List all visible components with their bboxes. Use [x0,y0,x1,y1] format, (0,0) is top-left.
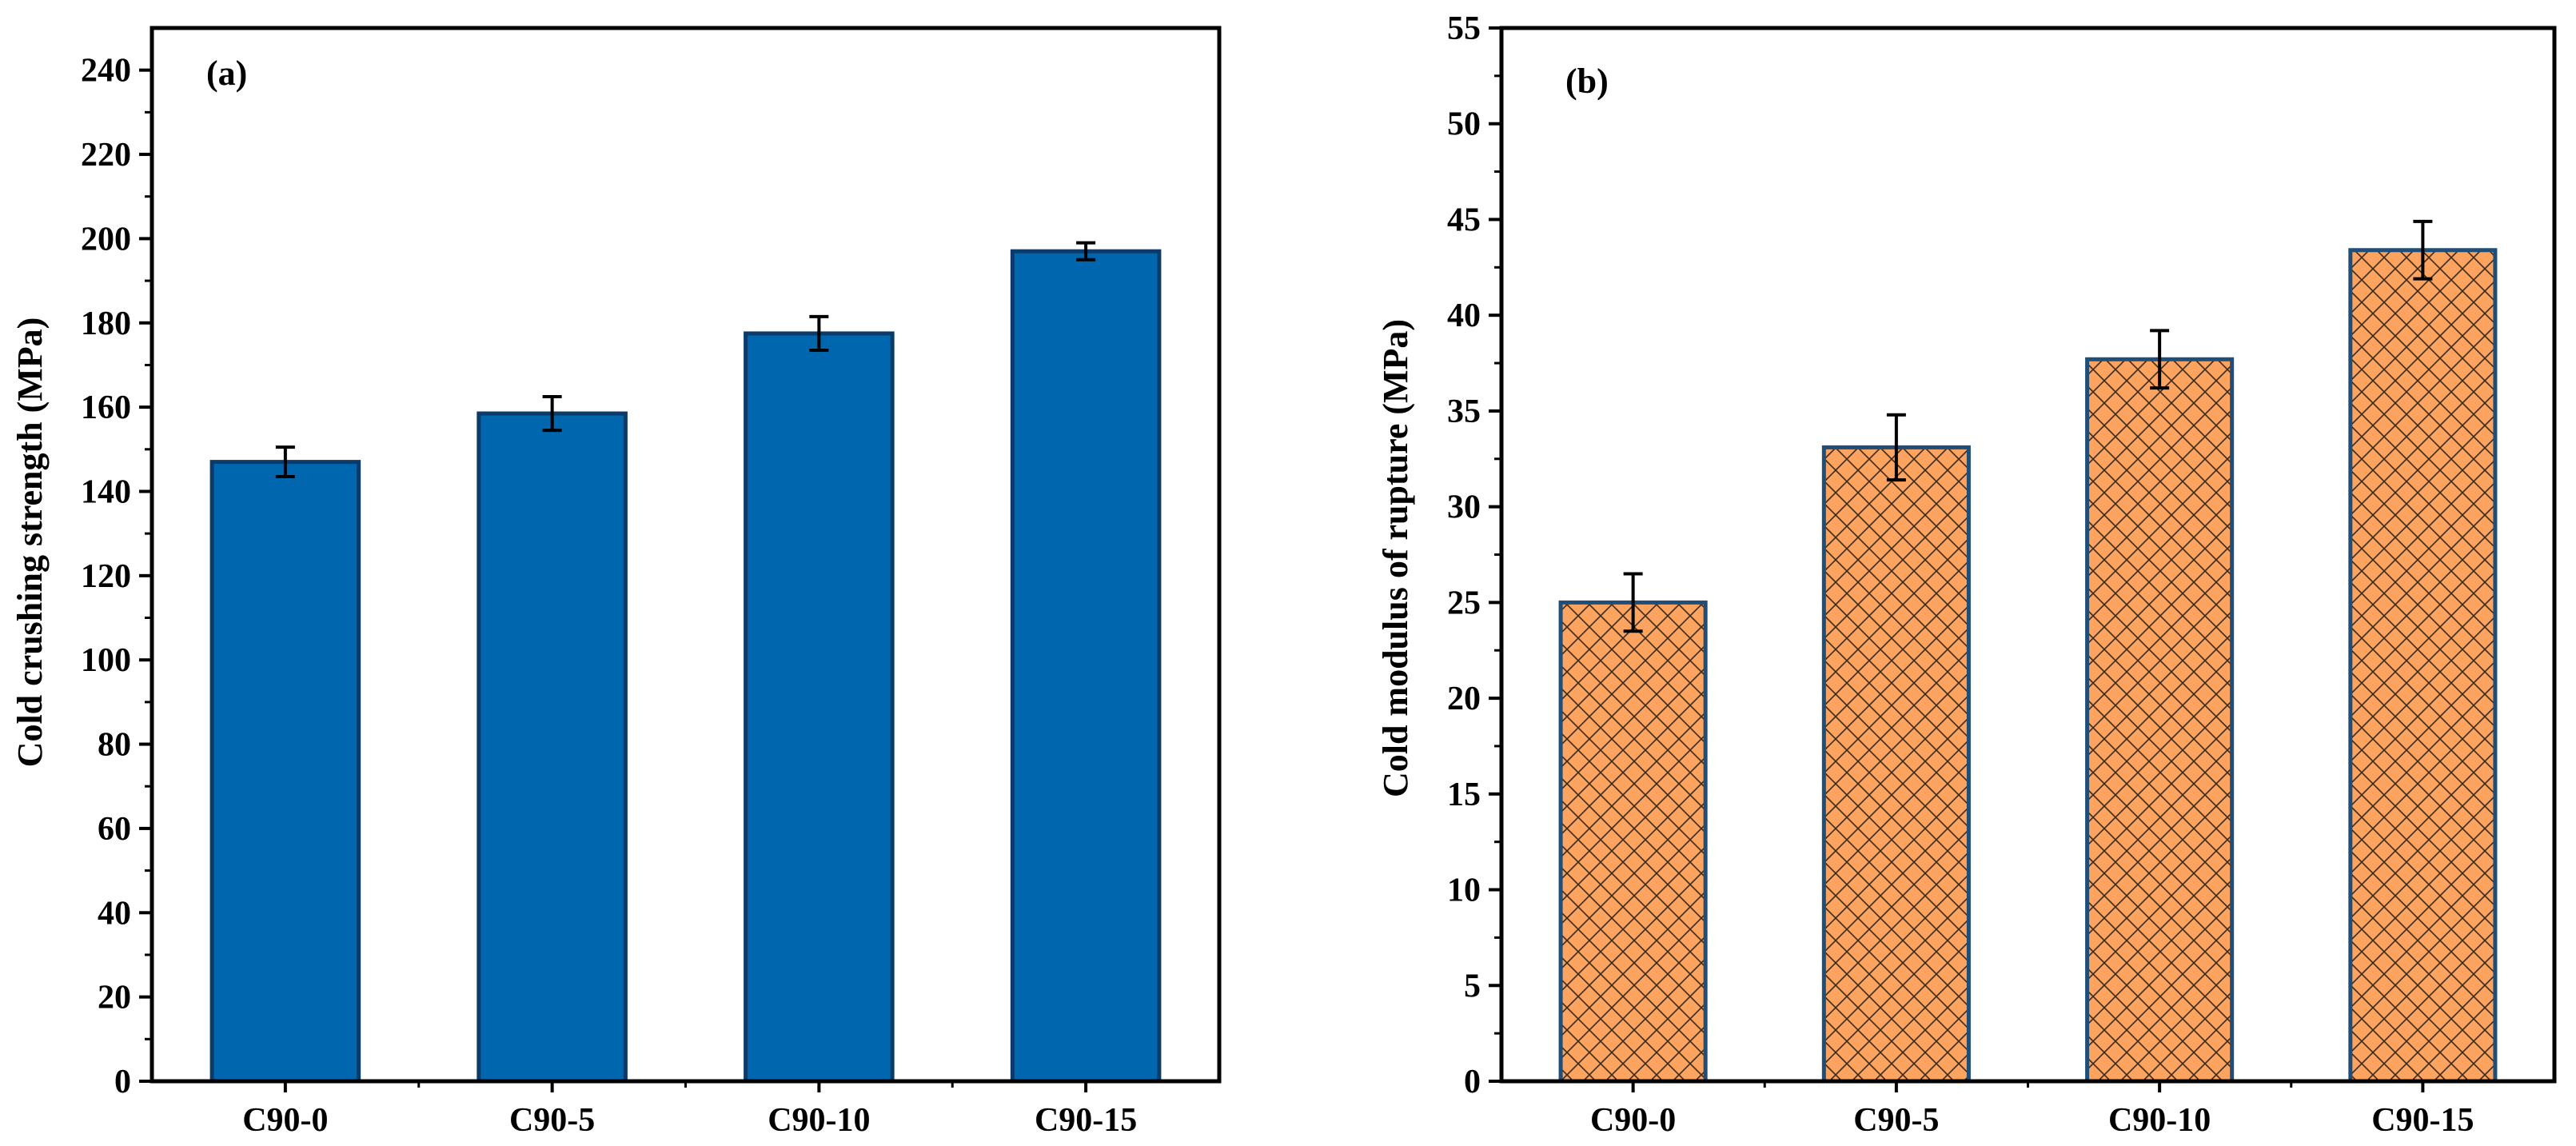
panel-b-ytick-label: 30 [1447,489,1481,526]
panel-a-bar [477,411,628,1084]
panel-a-ytick-label: 80 [98,727,131,764]
panel-a-ytick-label: 180 [81,305,131,342]
panel-b-ytick-label: 35 [1447,393,1481,430]
panel-b-xtick-label: C90-15 [2371,1102,2474,1139]
panel-a-ytick-label: 40 [98,895,131,932]
panel-a-ytick-label: 200 [81,221,131,258]
panel-a-ytick-label: 120 [81,558,131,595]
panel-b-chart: C90-0 C90-5 C90-10 C90-15 0 5 10 15 20 25 30 35 40 45… [1447,10,2557,1139]
panel-a-ytick-label: 240 [81,53,131,90]
panel-b-ytick-label: 40 [1447,297,1481,334]
panel-b-ytick-label: 5 [1464,968,1481,1004]
panel-a-ytick-label: 20 [98,980,131,1016]
panel-b-ytick-label: 45 [1447,202,1481,238]
panel-b-label: (b) [1565,62,1609,101]
panel-b-xtick-label: C90-0 [1590,1102,1676,1139]
panel-b-bar [1821,445,1971,1084]
panel-b-bar [2085,357,2235,1084]
panel-b-xtick-label: C90-10 [2108,1102,2211,1139]
panel-b-ylabel: Cold modulus of rupture (MPa) [1376,319,1415,797]
panel-a-bar [209,460,361,1084]
panel-b-ytick-label: 0 [1464,1064,1481,1100]
panel-a-ytick-label: 100 [81,642,131,679]
panel-a-ytick-label: 0 [114,1064,131,1100]
panel-b-ytick-label: 25 [1447,585,1481,621]
panel-a-xtick-label: C90-10 [768,1102,870,1139]
panel-b-bar [1558,600,1708,1084]
panel-a-bar [744,331,895,1084]
panel-b-ytick-label: 10 [1447,872,1481,909]
panel-b-ytick-label: 55 [1447,10,1481,47]
panel-b-ytick-label: 20 [1447,681,1481,717]
panel-a-ytick-label: 60 [98,811,131,848]
panel-a-label: (a) [206,54,247,93]
panel-a-xtick-label: C90-0 [242,1102,328,1139]
panel-a-chart: C90-0 C90-5 C90-10 C90-15 0 20 40 60 80 100 120 140… [81,26,1222,1139]
panel-b-xtick-label: C90-5 [1853,1102,1939,1139]
panel-a-xtick-label: C90-15 [1035,1102,1137,1139]
panel-a-ytick-label: 160 [81,389,131,426]
panel-a-ytick-label: 140 [81,473,131,510]
panel-b-bar [2348,248,2498,1084]
panel-b-ytick-label: 15 [1447,777,1481,813]
panel-b-frame [1499,26,2557,1084]
panel-b-ytick-label: 50 [1447,106,1481,143]
panel-a-ylabel: Cold crushing strength (MPa) [10,317,50,768]
panel-a-bar [1010,249,1162,1084]
panel-a-frame [150,26,1222,1084]
panel-a-ytick-label: 220 [81,137,131,174]
panel-a-xtick-label: C90-5 [509,1102,595,1139]
